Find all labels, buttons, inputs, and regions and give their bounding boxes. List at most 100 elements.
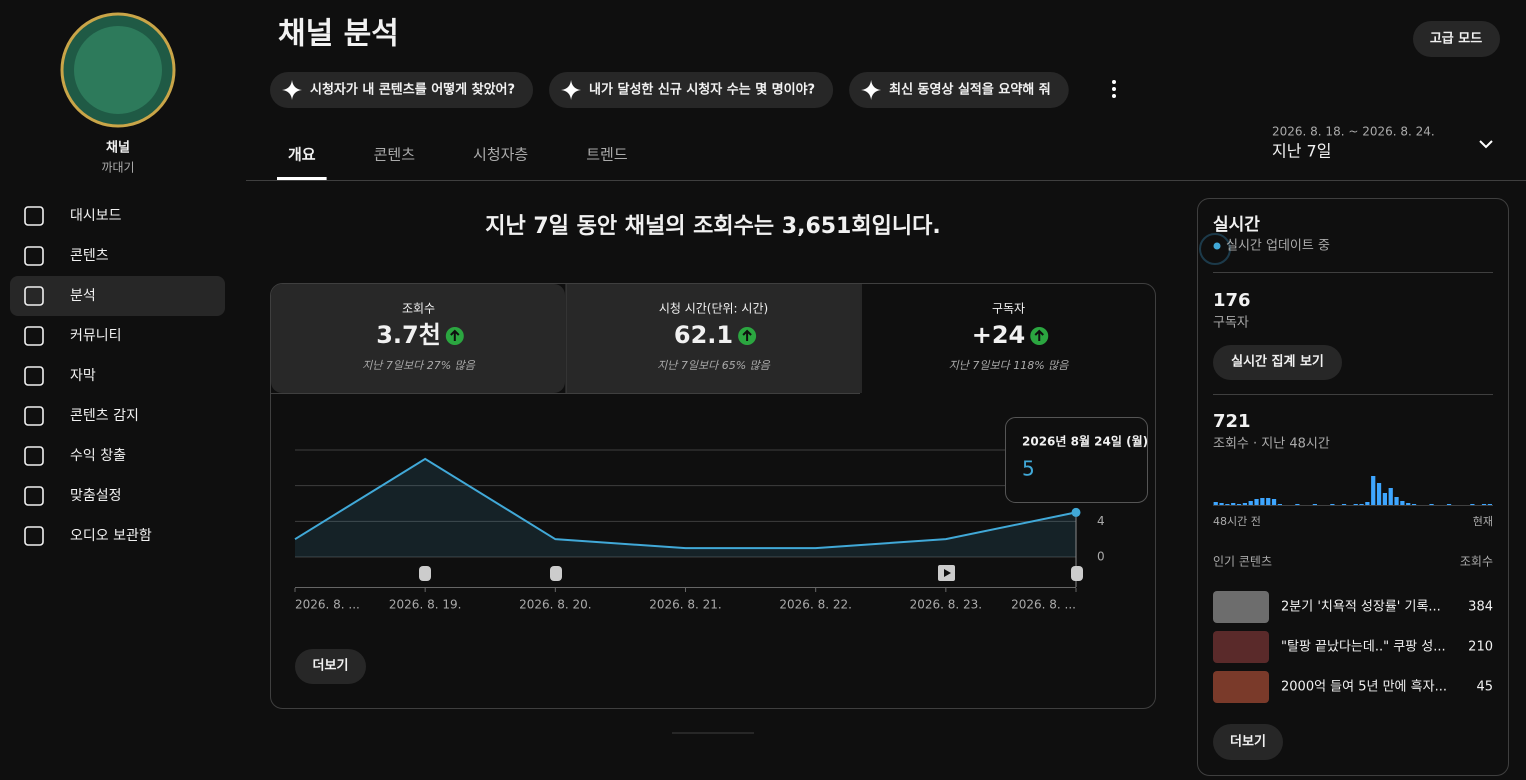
bar <box>1376 483 1382 505</box>
bar <box>1260 498 1265 505</box>
metric-change: 지난 7일보다 27% 많음 <box>362 359 476 372</box>
x-tick-label: 2026. 8. ... <box>295 598 360 612</box>
subscriber-count: 176 <box>1213 290 1251 311</box>
bar <box>1312 504 1317 505</box>
tooltip <box>1005 417 1148 503</box>
content-title[interactable]: 2분기 '치욕적 성장률' 기록... <box>1281 600 1441 615</box>
nav-icon <box>24 406 44 426</box>
tab-underline <box>277 177 327 180</box>
bar <box>1236 504 1242 505</box>
bar <box>1295 504 1300 505</box>
nav-icon <box>24 486 44 506</box>
nav-icon <box>24 326 44 346</box>
bar <box>1394 497 1399 505</box>
metric-value: 62.1 <box>674 321 733 349</box>
tab[interactable]: 콘텐츠 <box>374 146 416 164</box>
shorts-icon <box>1071 566 1083 581</box>
avatar-inner <box>74 26 162 114</box>
metric-value: 3.7천 <box>376 321 441 349</box>
content-views: 210 <box>1468 640 1493 655</box>
tab[interactable]: 개요 <box>288 146 316 164</box>
bars-start-label: 48시간 전 <box>1213 515 1261 528</box>
tab[interactable]: 트렌드 <box>586 146 628 164</box>
area <box>295 458 1076 557</box>
thumbnail[interactable] <box>1213 631 1269 663</box>
nav-item[interactable]: 대시보드 <box>70 208 122 224</box>
bar <box>1365 502 1370 505</box>
view-count: 721 <box>1213 411 1251 432</box>
nav-item[interactable]: 분석 <box>70 288 96 304</box>
bar <box>1254 499 1259 505</box>
metric-change: 지난 7일보다 65% 많음 <box>657 359 771 372</box>
dot <box>1112 87 1116 91</box>
bar <box>1446 504 1452 505</box>
suggestion-label[interactable]: 최신 동영상 실적을 요약해 줘 <box>889 82 1051 98</box>
bar <box>1481 504 1487 505</box>
suggestion-chip[interactable] <box>849 72 1069 108</box>
x-tick-label: 2026. 8. ... <box>1011 598 1076 612</box>
tabs: 개요 콘텐츠 시청자층 트렌드 <box>277 146 628 180</box>
nav-item[interactable]: 수익 창출 <box>70 448 126 464</box>
thumbnail[interactable] <box>1213 591 1269 623</box>
shorts-icon <box>550 566 562 581</box>
live-dot <box>1213 242 1221 250</box>
more-label: 더보기 <box>313 658 349 674</box>
realtime-title: 실시간 <box>1213 215 1260 235</box>
suggestion-label[interactable]: 내가 달성한 신규 시청자 수는 몇 명이야? <box>589 82 815 98</box>
bar <box>1213 502 1218 505</box>
bar <box>1359 504 1364 505</box>
suggestion-chip[interactable] <box>549 72 834 108</box>
bars-end-label: 현재 <box>1473 515 1493 528</box>
thumbnail[interactable] <box>1213 671 1269 703</box>
play <box>944 569 951 577</box>
period-chevron[interactable] <box>1479 140 1493 149</box>
bar <box>1266 498 1271 505</box>
nav-item[interactable]: 콘텐츠 <box>70 248 109 264</box>
metric-label: 시청 시간(단위: 시간) <box>659 302 768 316</box>
advanced-mode-button[interactable] <box>1413 21 1500 57</box>
nav-item[interactable]: 콘텐츠 감지 <box>70 408 139 424</box>
hover-point <box>1071 507 1081 517</box>
bar <box>1231 503 1236 505</box>
content-title[interactable]: 2000억 들여 5년 만에 흑자... <box>1281 680 1447 695</box>
realtime-bars <box>1213 476 1492 505</box>
nav-active-bg <box>10 276 225 316</box>
realtime-more-button[interactable] <box>1213 724 1283 760</box>
bar <box>1487 504 1492 505</box>
more-button[interactable] <box>295 649 366 684</box>
bar <box>1248 501 1253 505</box>
metric-label: 구독자 <box>992 302 1025 316</box>
nav-item[interactable]: 커뮤니티 <box>70 328 122 344</box>
tooltip-value: 5 <box>1022 457 1035 481</box>
channel-label: 채널 <box>106 140 130 156</box>
content-views: 384 <box>1468 600 1493 615</box>
page-title: 채널 분석 <box>278 17 399 52</box>
bar <box>1470 504 1475 505</box>
bar <box>1388 488 1393 505</box>
bar <box>1330 504 1335 505</box>
realtime-more-label: 더보기 <box>1230 734 1266 750</box>
bar <box>1341 504 1347 505</box>
nav-item[interactable]: 오디오 보관함 <box>70 528 152 544</box>
tab[interactable]: 시청자층 <box>473 146 528 164</box>
live-button[interactable] <box>1213 345 1342 380</box>
metric-tab-bg[interactable] <box>271 284 565 393</box>
content-title[interactable]: "탈팡 끝났다는데.." 쿠팡 성... <box>1281 640 1446 655</box>
suggestion-chip[interactable] <box>270 72 534 108</box>
nav-item[interactable]: 자막 <box>70 368 96 384</box>
more-menu[interactable] <box>1112 80 1116 98</box>
metric-tab-bg[interactable] <box>566 284 860 393</box>
subscriber-label: 구독자 <box>1213 316 1249 331</box>
top-header: 인기 콘텐츠 <box>1213 555 1272 569</box>
suggestion-label[interactable]: 시청자가 내 콘텐츠를 어떻게 찾았어? <box>310 82 515 98</box>
metric-value: +24 <box>972 321 1026 349</box>
bar <box>1406 503 1411 505</box>
x-tick-label: 2026. 8. 20. <box>519 598 592 612</box>
nav-item[interactable]: 맞춤설정 <box>70 488 122 504</box>
suggestions: 시청자가 내 콘텐츠를 어떻게 찾았어? 내가 달성한 신규 시청자 수는 몇 명… <box>270 72 1069 108</box>
spinner <box>1199 233 1231 265</box>
period[interactable]: 지난 7일 <box>1272 142 1331 161</box>
bar <box>1371 476 1376 505</box>
nav-icon <box>24 366 44 386</box>
